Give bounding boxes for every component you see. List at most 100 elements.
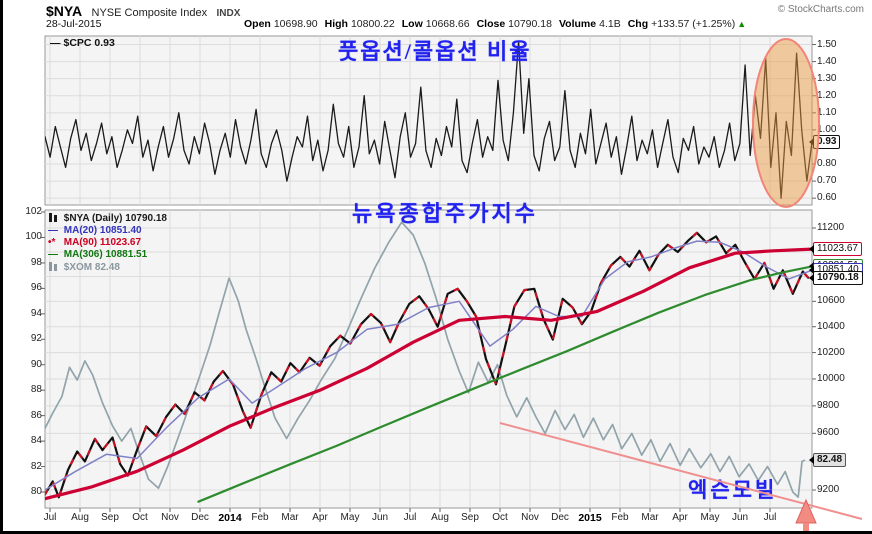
x-axis-month-label: Jun [731,512,749,523]
cpc-y-tick-label: 1.20 [817,89,837,101]
xom-y-tick-label: 86 [30,409,42,421]
x-axis-month-label: Jul [763,512,777,523]
legend-label: MA(306) 10881.51 [61,249,148,260]
date-label: 28-Jul-2015 [46,18,102,30]
change-up-arrow-icon: ▲ [737,19,747,29]
xom-y-tick-label: 94 [30,307,42,319]
last-value-tag: 0.93 [808,134,841,149]
window-edge-bottom [0,531,872,534]
main-chart-legend: $NYA (Daily) 10790.18— MA(20) 10851.40 •*… [48,212,167,274]
legend-entry: — MA(20) 10851.40 [48,225,167,237]
series-line [45,247,812,501]
quote-value: 10800.22 [350,18,395,30]
legend-label: MA(20) 10851.40 [61,225,142,236]
price-y-tick-label: 9600 [817,427,840,439]
chart-header: $NYA NYSE Composite Index INDX [46,3,240,21]
legend-entry: $XOM 82.48 [48,261,167,274]
x-axis-month-label: Sep [101,512,119,523]
xom-y-tick-label: 82 [30,460,42,472]
cpc-y-tick-label: 0.60 [817,192,837,204]
x-axis-month-label: Dec [551,512,569,523]
x-axis-month-label: Nov [161,512,179,523]
quote-value: +133.57 (+1.25%) [651,18,736,30]
quote-label: Chg [627,18,649,30]
quote-value: 10790.18 [508,18,552,30]
price-y-tick-label: 9200 [817,484,840,496]
xom-y-tick-label: 84 [30,435,42,447]
annotation-nyse-composite: 뉴욕종합주가지수 [352,201,538,226]
chart-date: 28-Jul-2015 [46,18,101,30]
ticker-name: NYSE Composite Index [91,7,208,19]
cpc-y-tick-label: 1.00 [817,123,837,135]
x-axis-month-label: Apr [672,512,688,523]
series-line [45,40,812,199]
exchange-label: INDX [216,8,241,19]
cpc-line-swatch: — [50,37,60,49]
cpc-y-tick-label: 1.10 [817,106,837,118]
price-y-tick-label: 10000 [817,372,845,384]
line-swatch-icon: — [48,249,58,260]
annotation-exxonmobil: 엑슨모빌 [688,478,778,502]
price-y-tick-label: 10400 [817,320,845,332]
quote-label: Open [244,18,271,30]
quote-label: Low [401,18,423,30]
cpc-y-tick-label: 1.40 [817,55,837,67]
cpc-y-tick-label: 0.70 [817,175,837,187]
quote-label: Close [476,18,506,30]
cpc-panel [44,35,813,206]
x-axis-month-label: Oct [492,512,508,523]
quote-label: High [324,18,348,30]
legend-entry: $NYA (Daily) 10790.18 [48,212,167,225]
series-line [45,231,810,499]
x-axis-month-label: Nov [521,512,539,523]
x-axis-month-label: Feb [251,512,269,523]
x-axis-month-label: Apr [312,512,328,523]
cpc-y-tick-label: 0.80 [817,158,837,170]
quote-label: Volume [558,18,597,30]
x-axis-month-label: Mar [641,512,659,523]
last-value-tag: 11023.67 [809,242,862,257]
annotation-putcall-ratio: 풋옵션/콜옵션 비율 [338,39,532,64]
copyright-label: © StockCharts.com [777,4,864,15]
x-axis-month-label: Sep [461,512,479,523]
last-value-tag: 10790.18 [809,270,863,285]
series-line [45,240,812,491]
xom-y-tick-label: 102 [25,206,42,217]
x-axis-month-label: Aug [71,512,89,523]
last-value-tag: 82.48 [808,453,847,468]
legend-label: $XOM 82.48 [61,262,120,273]
legend-entry: — MA(306) 10881.51 [48,249,167,261]
xom-y-tick-label: 96 [30,282,42,294]
x-axis-month-label: Jul [43,512,57,523]
quote-value: 10698.90 [273,18,318,30]
price-y-tick-label: 10200 [817,346,845,358]
xom-y-tick-label: 90 [30,358,42,370]
legend-label: $NYA (Daily) 10790.18 [61,213,167,224]
xom-y-tick-label: 80 [30,486,42,497]
x-axis-month-label: Jun [371,512,389,523]
x-axis-month-label: Oct [132,512,148,523]
cpc-legend-label: $CPC 0.93 [63,37,115,49]
cpc-y-tick-label: 1.50 [817,38,837,50]
xom-y-tick-label: 92 [30,333,42,345]
x-axis-month-label: Feb [611,512,629,523]
x-axis-month-label: Mar [281,512,299,523]
x-axis-month-label: Dec [191,512,209,523]
price-y-tick-label: 10600 [817,295,845,307]
line-swatch-icon: — [48,225,58,236]
xom-y-tick-label: 88 [30,384,42,396]
cpc-legend: — $CPC 0.93 [50,37,115,49]
cpc-y-tick-label: 1.30 [817,72,837,84]
quote-value: 4.1B [599,18,621,30]
legend-label: MA(90) 11023.67 [61,237,142,248]
price-y-tick-label: 9800 [817,399,840,411]
xom-y-tick-label: 98 [30,256,42,268]
series-line [197,265,812,503]
line-swatch-icon: •* [48,237,56,248]
price-y-tick-label: 11200 [817,222,845,233]
x-axis-month-label: Jul [403,512,417,523]
x-axis-month-label: May [340,512,360,523]
x-axis-month-label: Aug [431,512,449,523]
